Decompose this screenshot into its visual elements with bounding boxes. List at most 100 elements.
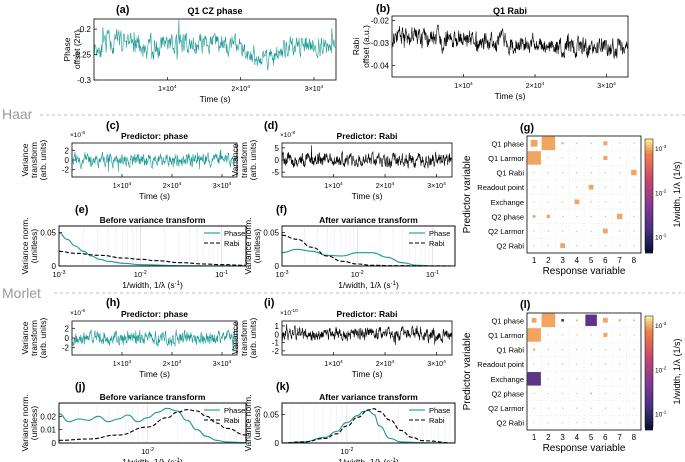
series-line-b (391, 24, 629, 59)
matrix-dot (619, 245, 621, 247)
matrix-dot (604, 392, 606, 395)
colorbar-segment (645, 221, 653, 225)
y-axis-label: Variance norm. (20, 217, 30, 274)
panel-d: 5 0 -5 1×104 2×104 3×104 (d) Predictor: Rabi ×10… (230, 120, 453, 201)
colorbar-segment (645, 418, 653, 422)
colorbar-segment (645, 250, 653, 254)
colorbar-segment (645, 324, 653, 328)
panel-e-label: (e) (75, 204, 89, 216)
panel-b: -0.02 -0.03 -0.04 1×104 2×104 3×104 (b) Q1 Rabi… (351, 3, 629, 101)
matrix-dot (604, 422, 606, 424)
colorbar-segment (645, 167, 653, 171)
matrix-dot (604, 171, 606, 174)
legend-label-phase: Phase (429, 229, 450, 238)
y-axis-label: Variance (20, 143, 30, 176)
section-label-morlet: Morlet (2, 285, 41, 301)
y-tick-label: 0 (65, 334, 70, 343)
y-axis-label: (unitless) (29, 406, 39, 441)
matrix-dot (633, 407, 635, 409)
panel-f-frame-top (281, 225, 456, 267)
matrix-dot (576, 392, 578, 395)
matrix-dot (619, 363, 621, 365)
matrix-dot (590, 334, 592, 336)
x-category-label: 8 (632, 256, 637, 265)
y-axis-label: (arb. units) (38, 140, 48, 181)
x-axis-label: 1/width, 1/λ (s-1) (338, 457, 399, 462)
panel-g-label: (g) (520, 122, 534, 134)
legend-label-phase: Phase (224, 406, 245, 415)
y-tick-label: 0 (52, 439, 57, 448)
colorbar-segment (645, 244, 653, 248)
matrix-dot (562, 171, 564, 174)
colorbar-segment (645, 139, 653, 143)
matrix-dot (619, 407, 621, 409)
matrix-marker (616, 213, 623, 220)
matrix-dot (562, 407, 564, 409)
matrix-dot (590, 215, 592, 218)
colorbar-segment (645, 207, 653, 211)
y-tick-label: -5 (272, 168, 280, 177)
colorbar-segment (645, 341, 653, 345)
x-category-label: 2 (546, 433, 551, 442)
matrix-marker (561, 318, 564, 322)
y-category-label: Q1 Rabi (496, 169, 524, 178)
matrix-dot (576, 245, 578, 247)
y-tick-label: -0.3 (77, 76, 91, 85)
matrix-dot (533, 407, 535, 409)
matrix-dot (562, 157, 564, 159)
matrix-dot (547, 378, 549, 380)
colorbar-segment (645, 415, 653, 419)
y-axis-label: (arb. units) (248, 140, 258, 181)
matrix-dot (562, 334, 564, 336)
series-line-i (281, 324, 453, 346)
y-tick-label: 0 (275, 439, 280, 448)
y-tick-label: 0 (65, 156, 70, 165)
x-axis-label: Time (s) (352, 191, 383, 201)
colorbar-segment (645, 390, 653, 394)
matrix-marker (541, 136, 556, 151)
colorbar-segment (645, 170, 653, 174)
colorbar-segment (645, 327, 653, 331)
y-axis-label: Variance (230, 143, 240, 176)
matrix-dot (633, 348, 635, 351)
matrix-dot (533, 171, 535, 174)
y-category-label: Q2 phase (491, 389, 524, 398)
curve-e-rabi (58, 250, 247, 266)
matrix-dot (633, 422, 635, 424)
matrix-dot (547, 363, 549, 365)
colorbar-segment (645, 333, 653, 337)
legend-label-rabi: Rabi (224, 239, 240, 248)
matrix-dot (604, 186, 606, 188)
panel-f-title: After variance transform (319, 215, 418, 225)
colorbar-segment (645, 381, 653, 385)
y-category-label: Q1 phase (491, 139, 524, 148)
colorbar-segment (645, 384, 653, 388)
y-axis-label: (arb. units) (38, 318, 48, 359)
curve-j-phase (58, 407, 247, 444)
matrix-dot (604, 201, 606, 203)
y-category-label: Q1 Larmor (488, 154, 524, 163)
panel-a: -0.2 -0.25 -0.3 1×104 2×104 3×104 (a) Q1 CZ pha… (62, 4, 337, 104)
matrix-dot (633, 245, 635, 247)
colorbar-segment (645, 190, 653, 194)
matrix-dot (633, 378, 635, 380)
matrix-dot (604, 245, 606, 247)
x-category-label: 7 (617, 433, 622, 442)
x-tick-label: 2×104 (376, 181, 395, 190)
colorbar-segment (645, 353, 653, 357)
colorbar-segment (645, 401, 653, 405)
colorbar-segment (645, 247, 653, 251)
colorbar-segment (645, 218, 653, 223)
x-axis-label: 1/width, 1/λ (s-1) (122, 457, 183, 462)
matrix-dot (576, 378, 578, 380)
y-tick-label: -0.2 (77, 25, 91, 34)
legend-label-rabi: Rabi (429, 239, 445, 248)
matrix-dot (562, 422, 564, 424)
matrix-dot (633, 392, 635, 395)
section-label-haar: Haar (2, 106, 33, 122)
y-axis-label: (unitless) (252, 406, 262, 441)
colorbar-segment (645, 318, 653, 323)
matrix-marker (633, 319, 635, 322)
